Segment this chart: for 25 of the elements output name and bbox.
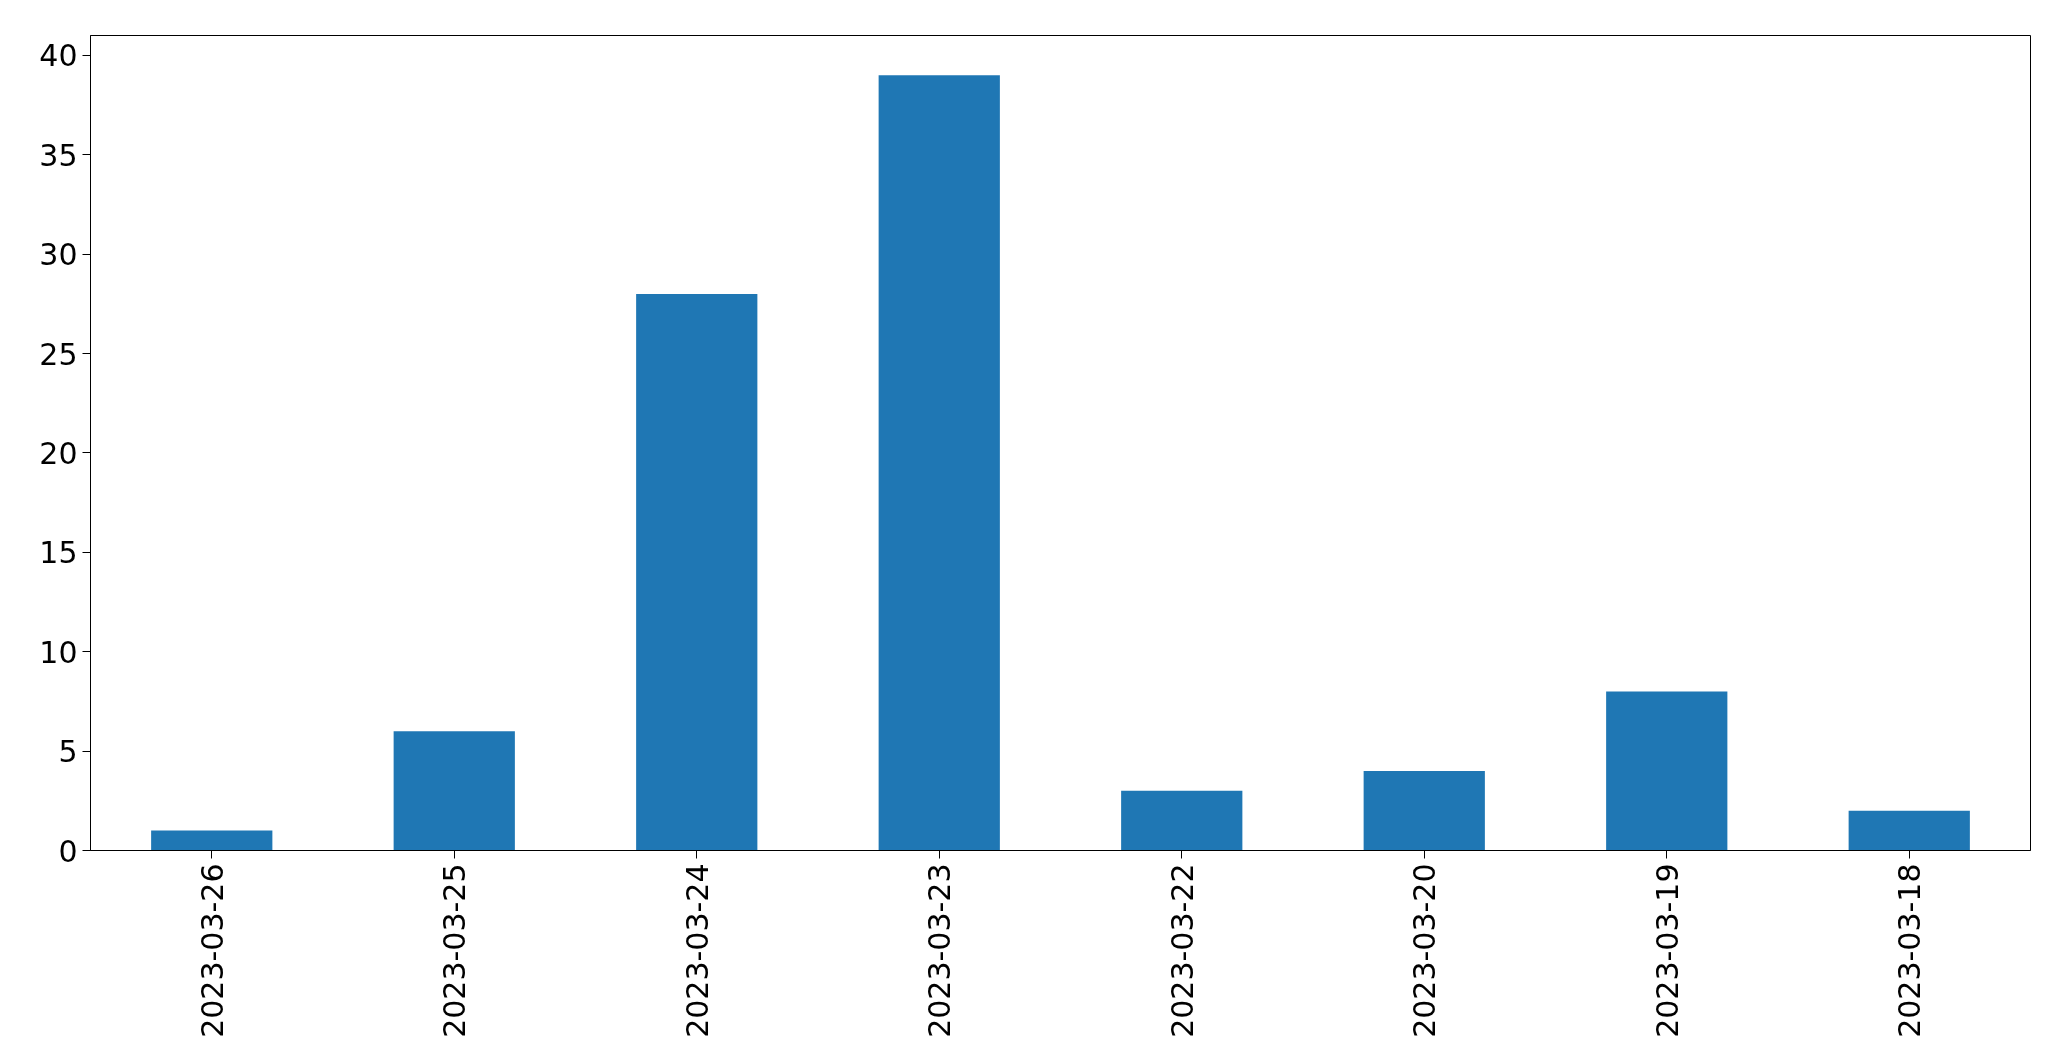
y-tick-label: 20 (39, 435, 78, 471)
bar (636, 293, 758, 851)
x-tick-label: 2023-03-22 (1164, 863, 1200, 1038)
bar (878, 75, 1000, 851)
y-tick-label: 30 (39, 237, 78, 273)
y-tick-label: 35 (39, 137, 78, 173)
y-tick-label: 25 (39, 336, 78, 372)
x-tick-label: 2023-03-26 (194, 863, 230, 1038)
y-tick-label: 5 (58, 734, 78, 770)
x-tick-label: 2023-03-24 (679, 863, 715, 1038)
x-tick-label: 2023-03-19 (1649, 863, 1685, 1038)
bar (1363, 770, 1485, 851)
x-tick-label: 2023-03-20 (1407, 863, 1443, 1038)
bar (1606, 691, 1728, 851)
y-tick-label: 0 (58, 833, 78, 869)
y-tick-label: 15 (39, 535, 78, 571)
y-tick-label: 10 (39, 634, 78, 670)
bar (393, 731, 515, 851)
x-tick-label: 2023-03-25 (437, 863, 473, 1038)
x-tick-label: 2023-03-23 (922, 863, 958, 1038)
bar (1121, 790, 1243, 851)
bar (151, 830, 273, 851)
y-tick-label: 40 (39, 38, 78, 74)
x-tick-label: 2023-03-18 (1892, 863, 1928, 1038)
bar (1848, 810, 1970, 851)
